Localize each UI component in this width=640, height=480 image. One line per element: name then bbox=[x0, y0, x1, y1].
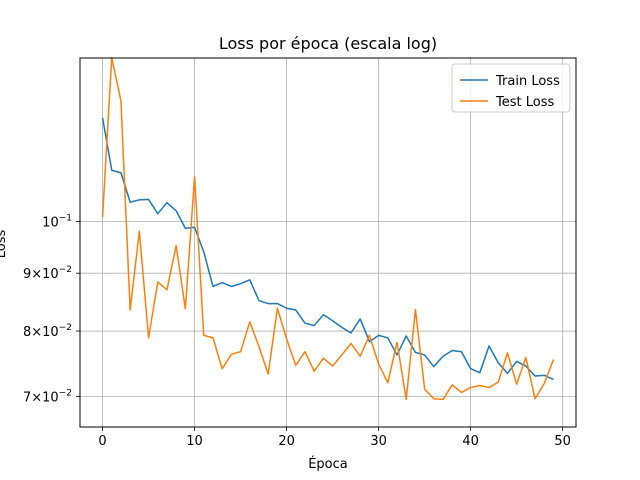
y-tick-label: 10−1 bbox=[42, 213, 72, 230]
legend: Train Loss Test Loss bbox=[451, 63, 571, 113]
x-tick-label: 50 bbox=[554, 434, 571, 449]
x-tick-label: 40 bbox=[462, 434, 479, 449]
y-tick-label: 7×10−2 bbox=[23, 389, 72, 406]
series-line-test-loss bbox=[101, 56, 555, 401]
legend-box bbox=[451, 63, 571, 113]
legend-label: Train Loss bbox=[495, 74, 560, 89]
y-axis-ticks: 7×10−2 8×10−2 9×10−2 10−1 bbox=[23, 213, 80, 406]
chart-title: Loss por época (escala log) bbox=[219, 34, 437, 53]
y-tick-label: 9×10−2 bbox=[23, 265, 72, 282]
y-tick-label: 8×10−2 bbox=[23, 323, 72, 340]
x-axis-label: Época bbox=[308, 456, 348, 472]
plot-frame bbox=[79, 57, 577, 428]
x-tick-label: 10 bbox=[186, 434, 203, 449]
x-tick-label: 0 bbox=[98, 434, 106, 449]
legend-label: Test Loss bbox=[495, 95, 554, 110]
x-tick-label: 30 bbox=[370, 434, 387, 449]
x-axis-ticks: 0 10 20 30 40 50 bbox=[98, 427, 571, 449]
series-line-train-loss bbox=[101, 117, 554, 381]
y-axis-label: Loss bbox=[0, 230, 9, 259]
x-tick-label: 20 bbox=[278, 434, 295, 449]
grid-lines bbox=[80, 58, 576, 427]
series-layer bbox=[101, 56, 555, 401]
